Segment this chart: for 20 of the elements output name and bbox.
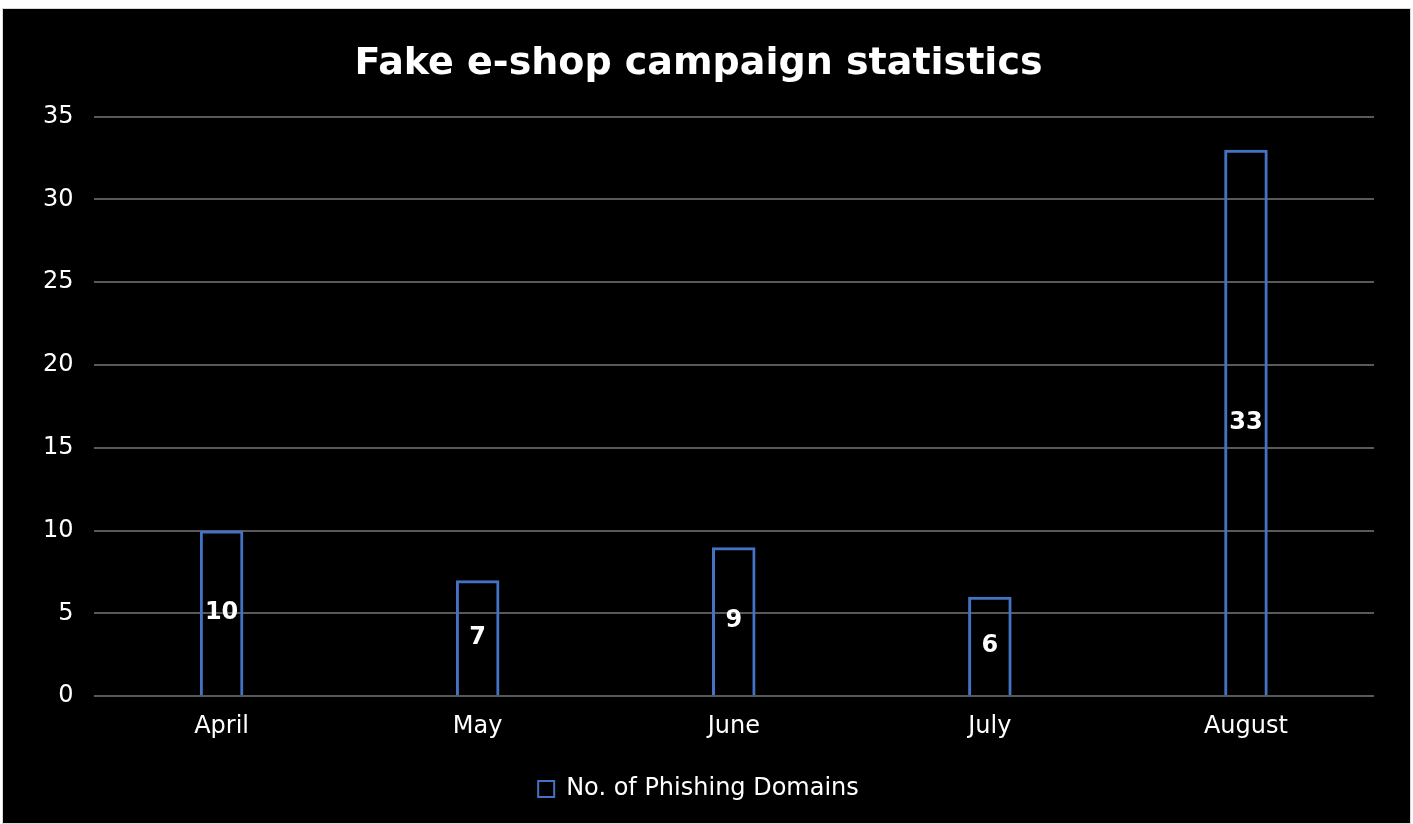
y-tick-label: 15 (42, 432, 74, 461)
x-tick-label: August (1203, 710, 1288, 739)
x-tick-label: June (705, 710, 760, 739)
y-tick-label: 10 (42, 514, 74, 543)
y-tick-label: 30 (42, 183, 74, 212)
y-tick-label: 0 (58, 680, 74, 709)
data-label: 9 (725, 605, 743, 634)
x-tick-label: April (194, 710, 250, 739)
data-label: 7 (469, 621, 487, 650)
y-tick-label: 25 (42, 266, 74, 295)
x-tick-label: July (966, 710, 1012, 739)
y-tick-label: 5 (58, 597, 74, 626)
y-tick-label: 35 (42, 100, 74, 129)
data-label: 6 (981, 630, 999, 659)
legend-label: No. of Phishing Domains (566, 773, 859, 802)
data-label: 10 (204, 597, 239, 626)
x-tick-label: May (452, 710, 503, 739)
y-tick-label: 20 (42, 349, 74, 378)
data-label: 33 (1229, 406, 1263, 435)
chart-title: Fake e-shop campaign statistics (354, 38, 1043, 83)
